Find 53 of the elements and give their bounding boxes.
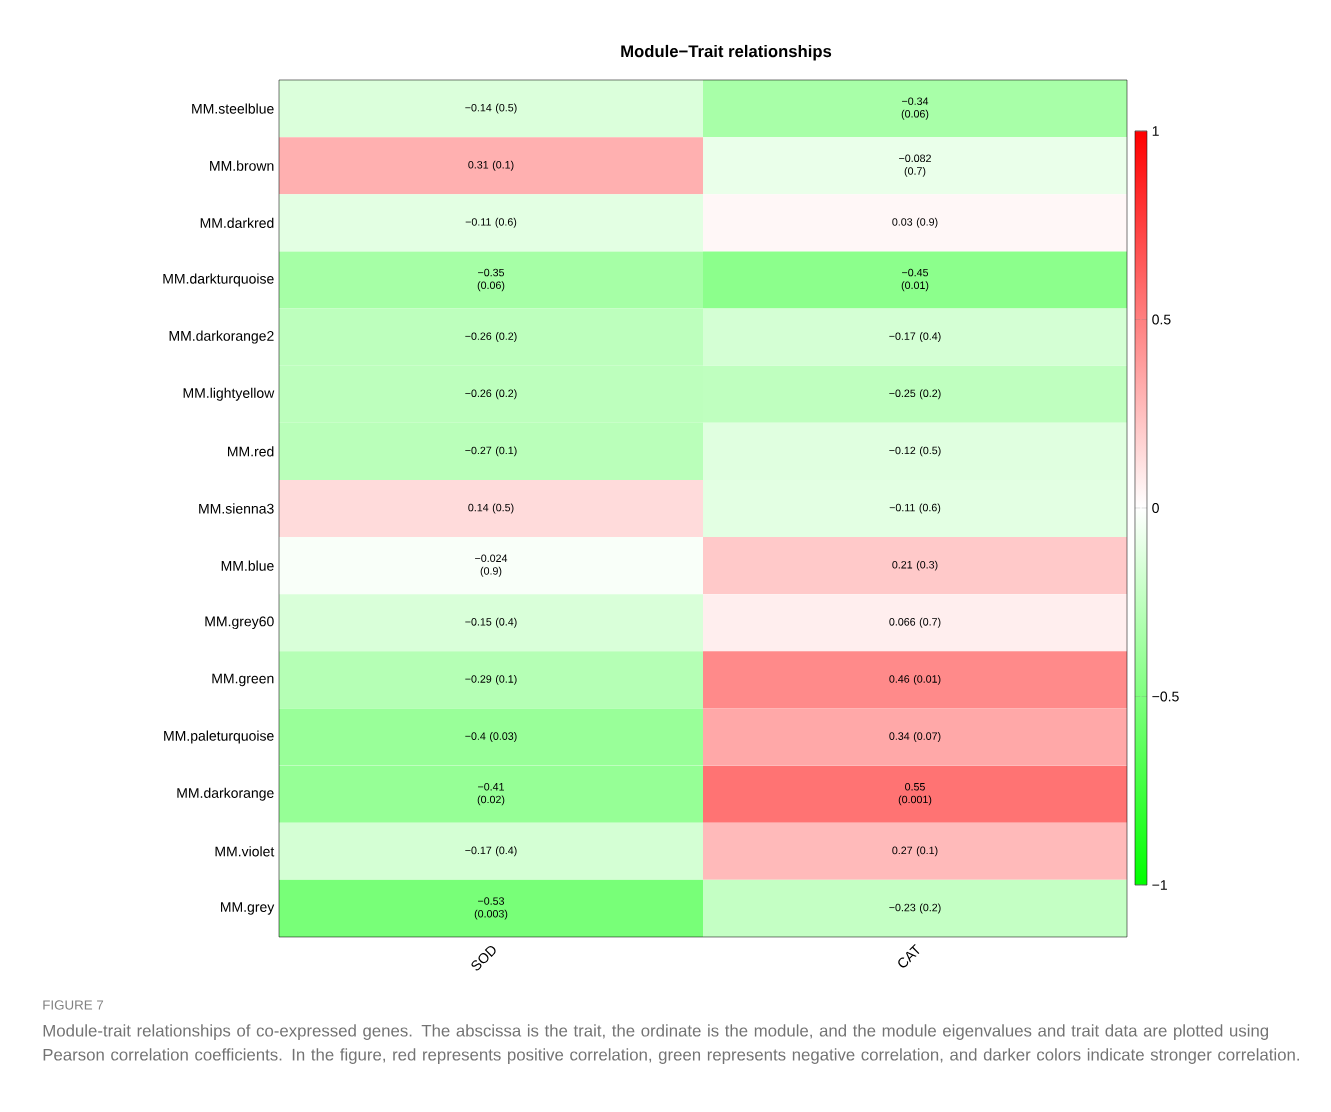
data-label: −0.17 (0.4): [889, 332, 941, 343]
y-tick-label: MM.grey: [221, 902, 275, 915]
data-label: −0.14 (0.5): [465, 103, 517, 114]
y-tick-label: MM.darkorange2: [169, 330, 274, 344]
color-bar-label: 1: [1152, 126, 1159, 136]
data-label: −0.11 (0.6): [889, 503, 941, 514]
y-tick-label: MM.green: [212, 673, 274, 687]
color-bar-label: −1: [1152, 880, 1167, 890]
data-label: −0.45 (0.01): [901, 268, 929, 292]
y-tick-label: MM.blue: [221, 560, 274, 571]
caption: FIGURE 7: [43, 1000, 104, 1010]
y-tick-label: MM.sienna3: [199, 503, 274, 514]
data-label: −0.26 (0.2): [465, 332, 517, 343]
data-label: −0.27 (0.1): [465, 446, 517, 457]
data-label: −0.29 (0.1): [465, 674, 517, 685]
data-label: −0.23 (0.2): [889, 903, 941, 914]
y-tick-label: MM.lightyellow: [183, 387, 275, 401]
data-label: −0.11 (0.6): [465, 217, 517, 228]
color-bar-label: −0.5: [1152, 691, 1179, 702]
data-label: −0.53 (0.003): [474, 897, 508, 920]
data-label: −0.25 (0.2): [889, 389, 941, 400]
data-label: −0.35 (0.06): [477, 268, 505, 292]
y-tick-label: MM.violet: [215, 846, 275, 857]
data-label: −0.15 (0.4): [465, 617, 517, 628]
data-label: −0.34 (0.06): [901, 97, 929, 120]
data-label: 0.34 (0.07): [889, 732, 941, 743]
y-tick-label: MM.darkorange: [177, 787, 274, 801]
data-label: −0.41 (0.02): [477, 783, 505, 806]
data-label: 0.27 (0.1): [892, 846, 938, 857]
y-tick-label: MM.grey60: [205, 616, 274, 630]
y-tick-label: MM.brown: [210, 160, 274, 171]
data-label: 0.21 (0.3): [892, 560, 938, 571]
text: Module-trait relationships of co-expressed genes. The abscissa is the trait, the ordinate is the module, and the module eigenvalues and trait data are plotted using Pearson correlation coefficients. In the figure, red represents positive correlation, green represents negative correlation, and darker colors indicate stronger correlation.: [43, 1024, 1299, 1064]
data-label: 0.03 (0.9): [892, 217, 938, 228]
y-tick-label: MM.paleturquoise: [164, 730, 274, 744]
data-label: −0.12 (0.5): [889, 446, 941, 457]
color-bar-label: 0.5: [1152, 314, 1171, 325]
y-tick-label: MM.darkturquoise: [163, 273, 274, 287]
data-label: 0.46 (0.01): [889, 674, 941, 685]
data-label: −0.024 (0.9): [475, 554, 508, 577]
y-tick-label: MM.darkred: [200, 217, 274, 228]
data-label: −0.26 (0.2): [465, 389, 517, 400]
data-label: −0.4 (0.03): [465, 732, 517, 743]
chart-title: Module−Trait relationships: [621, 44, 832, 61]
data-label: 0.31 (0.1): [468, 160, 514, 171]
data-label: 0.14 (0.5): [468, 503, 514, 514]
y-tick-label: MM.steelblue: [192, 103, 274, 114]
data-label: −0.17 (0.4): [465, 846, 517, 857]
color-bar-label: 0: [1152, 503, 1159, 513]
y-tick-label: MM.red: [228, 446, 274, 457]
data-label: 0.066 (0.7): [889, 617, 941, 628]
data-label: 0.55 (0.001): [898, 783, 932, 806]
data-label: −0.082 (0.7): [899, 154, 931, 177]
